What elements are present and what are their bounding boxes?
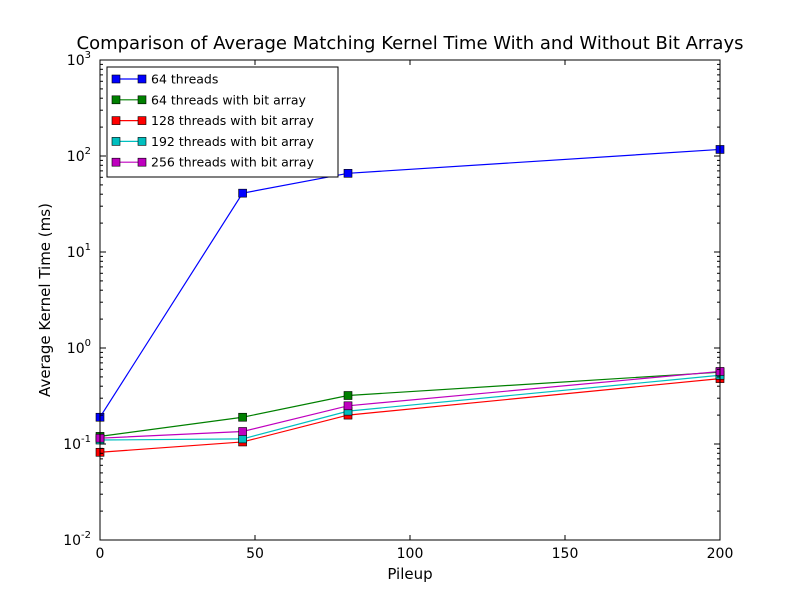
y-tick-exponent: 1 — [85, 242, 91, 253]
legend-marker — [111, 137, 121, 146]
x-tick-label: 100 — [397, 546, 424, 562]
series-line — [99, 371, 721, 437]
y-tick-base: 10 — [67, 341, 85, 357]
legend-label: 64 threads with bit array — [151, 92, 306, 107]
x-tick-label: 50 — [246, 546, 264, 562]
legend-entry: 64 threads with bit array — [111, 92, 306, 107]
data-point — [238, 427, 247, 436]
legend-marker — [137, 137, 147, 146]
y-tick-exponent: -1 — [81, 434, 91, 445]
series-2 — [95, 374, 725, 457]
legend-marker — [111, 74, 121, 84]
series-line — [99, 374, 721, 441]
chart-title: Comparison of Average Matching Kernel Ti… — [77, 33, 744, 54]
data-point — [238, 188, 247, 198]
y-tick-label: 10-2 — [63, 530, 91, 549]
data-point — [343, 169, 353, 178]
legend-marker — [137, 116, 147, 125]
x-axis-label: Pileup — [387, 565, 432, 583]
legend-label: 128 threads with bit array — [151, 113, 314, 128]
data-point — [238, 412, 247, 422]
legend-entry: 256 threads with bit array — [111, 155, 314, 170]
y-tick-base: 10 — [67, 245, 85, 261]
y-tick-exponent: 0 — [85, 338, 91, 349]
y-tick-label: 103 — [67, 50, 91, 69]
y-tick-base: 10 — [63, 437, 81, 453]
legend-marker — [137, 74, 147, 84]
y-tick-base: 10 — [67, 149, 85, 165]
series-layer — [95, 145, 725, 457]
x-tick-label: 200 — [707, 546, 734, 562]
legend-marker — [111, 157, 121, 167]
legend-label: 192 threads with bit array — [151, 134, 314, 149]
data-point — [343, 391, 353, 400]
series-line — [99, 148, 721, 418]
series-1 — [95, 367, 725, 441]
legend-entry: 64 threads — [111, 72, 218, 87]
y-tick-label: 100 — [67, 338, 91, 357]
legend-entry: 128 threads with bit array — [111, 113, 314, 128]
legend-marker — [111, 116, 121, 125]
y-tick-exponent: -2 — [81, 530, 91, 541]
x-tick-label: 0 — [96, 546, 105, 562]
legend-marker — [137, 157, 147, 167]
data-point — [238, 434, 247, 444]
plot-frame — [99, 59, 721, 541]
y-tick-exponent: 3 — [85, 50, 91, 61]
legend-marker — [137, 95, 147, 105]
y-tick-label: 102 — [67, 146, 91, 165]
data-point — [343, 401, 353, 411]
y-tick-exponent: 2 — [85, 146, 91, 157]
legend-label: 256 threads with bit array — [151, 155, 314, 170]
legend-label: 64 threads — [151, 72, 218, 87]
x-tick-label: 150 — [552, 546, 579, 562]
legend: 64 threads 64 threads with bit array 128 t… — [106, 66, 339, 178]
y-tick-label: 101 — [67, 242, 91, 261]
legend-entry: 192 threads with bit array — [111, 134, 314, 149]
y-tick-label: 10-1 — [63, 434, 91, 453]
legend-marker — [111, 95, 121, 105]
y-tick-base: 10 — [67, 53, 85, 69]
y-axis-label: Average Kernel Time (ms) — [36, 203, 54, 397]
series-line — [99, 378, 721, 453]
series-3 — [95, 370, 725, 445]
series-line — [99, 370, 721, 439]
y-tick-base: 10 — [63, 533, 81, 549]
